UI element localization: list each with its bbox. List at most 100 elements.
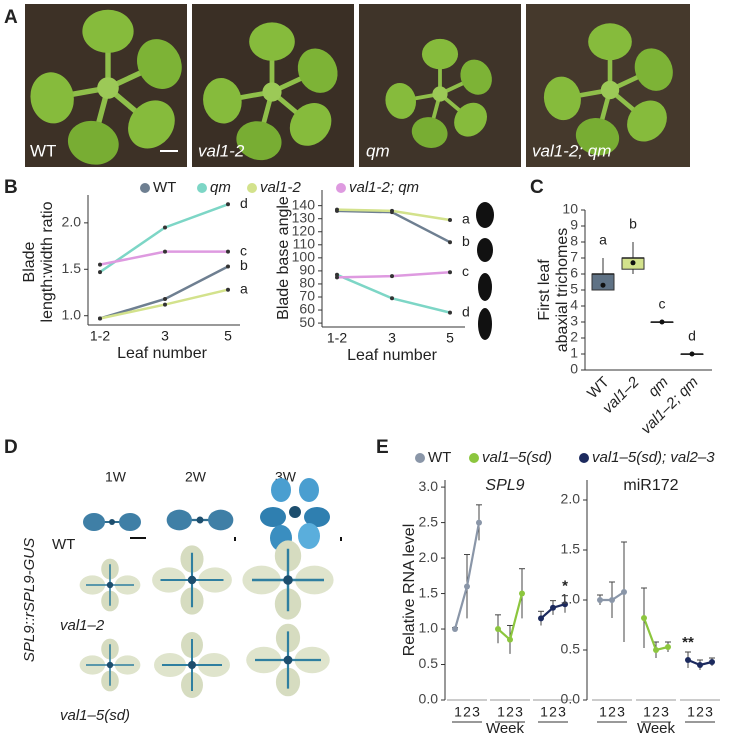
photo-label: qm	[366, 141, 390, 160]
significance-letter: c	[240, 242, 247, 258]
legend-marker	[579, 453, 589, 463]
y-axis-label: abaxial trichomes	[554, 228, 571, 353]
point	[335, 275, 339, 280]
significance-letter: d	[688, 328, 696, 344]
legend-label: WT	[428, 449, 451, 466]
significance-mark: **	[682, 634, 694, 651]
y-tick-label: 7	[570, 249, 578, 265]
legend-label: WT	[153, 179, 176, 196]
scale-bar	[130, 537, 146, 539]
seedling	[165, 508, 235, 532]
y-axis-label: Blade base angle	[275, 196, 292, 320]
point	[163, 225, 167, 230]
y-tick-label: 2.0	[561, 491, 581, 507]
point	[226, 249, 230, 254]
legend-marker	[197, 183, 207, 193]
point	[98, 316, 102, 321]
y-tick-label: 4	[570, 297, 578, 313]
y-tick-label: 2.5	[419, 513, 439, 529]
point	[163, 302, 167, 307]
point	[98, 262, 102, 267]
y-tick-label: 2.0	[62, 214, 82, 230]
y-tick-label: 8	[570, 233, 578, 249]
y-tick-label: 1.0	[561, 591, 581, 607]
panel-label: A	[4, 7, 18, 28]
seedling	[82, 512, 142, 532]
point	[448, 270, 452, 275]
legend-label: val1–5(sd)	[482, 449, 552, 466]
y-axis-label: Blade	[21, 241, 38, 282]
series-line	[497, 593, 524, 642]
point	[390, 274, 394, 279]
x-tick-label: 3	[388, 330, 396, 346]
photo	[192, 4, 354, 167]
y-tick-label: 110	[293, 236, 316, 252]
mean-point	[600, 282, 606, 288]
seedling	[245, 622, 331, 698]
point	[163, 249, 167, 254]
seedling	[260, 478, 330, 551]
y-tick-label: 1	[570, 345, 578, 361]
seedling	[78, 557, 142, 613]
seedling	[78, 637, 142, 693]
y-tick-label: 50	[299, 314, 315, 330]
y-tick-label: 0.0	[419, 691, 439, 707]
series-line	[336, 273, 451, 314]
point	[335, 207, 339, 212]
y-tick-label: 0	[570, 361, 578, 377]
scale-bar	[234, 537, 236, 541]
series-line	[453, 522, 481, 630]
photo	[25, 4, 190, 170]
y-axis-label: Relative RNA level	[401, 524, 418, 657]
row-label: WT	[52, 536, 75, 553]
y-tick-label: 3.0	[419, 478, 439, 494]
legend-label: val1-2; qm	[349, 179, 419, 196]
significance-letter: b	[462, 233, 470, 249]
series-line	[687, 658, 713, 667]
photo	[526, 4, 690, 167]
y-tick-label: 3	[570, 313, 578, 329]
significance-letter: a	[240, 280, 248, 296]
photo-label: WT	[30, 141, 56, 160]
series-line	[600, 591, 625, 602]
panel-label: D	[4, 437, 18, 458]
x-tick-label: 1-2	[327, 330, 347, 346]
legend-marker	[140, 183, 150, 193]
x-tick-label: 2	[696, 704, 704, 720]
x-tick-label: 3	[161, 328, 169, 344]
x-tick-label: 5	[446, 330, 454, 346]
significance-letter: c	[659, 296, 666, 312]
seedling	[151, 544, 233, 616]
leaf-icon	[477, 238, 493, 262]
point	[226, 264, 230, 269]
y-tick-label: 140	[292, 196, 316, 212]
point	[390, 208, 394, 213]
y-tick-label: 9	[570, 217, 578, 233]
x-tick-label: 1	[687, 704, 695, 720]
panel-label: C	[530, 177, 544, 198]
chart-title: SPL9	[485, 477, 524, 494]
significance-letter: a	[462, 211, 470, 227]
legend-label: val1–5(sd); val2–3	[592, 449, 715, 466]
point	[448, 218, 452, 223]
y-tick-label: 80	[299, 275, 315, 291]
x-tick-label: 2	[506, 704, 514, 720]
x-tick-label: 1	[454, 704, 462, 720]
significance-mark: *	[562, 578, 568, 595]
seedling	[153, 631, 231, 699]
y-tick-label: 90	[299, 262, 315, 278]
construct-label: SPL9::rSPL9-GUS	[21, 538, 38, 662]
column-label: 2W	[185, 469, 207, 485]
leaf-icon	[478, 273, 492, 301]
legend-marker	[469, 453, 479, 463]
scale-bar	[340, 537, 342, 541]
x-tick-label: 3	[515, 704, 523, 720]
x-tick-label: 1	[599, 704, 607, 720]
x-tick-label: 3	[661, 704, 669, 720]
y-tick-label: 6	[570, 265, 578, 281]
x-axis-label: Leaf number	[117, 345, 208, 362]
y-tick-label: 0.0	[561, 691, 581, 707]
point	[226, 202, 230, 207]
y-tick-label: 1.5	[419, 584, 439, 600]
